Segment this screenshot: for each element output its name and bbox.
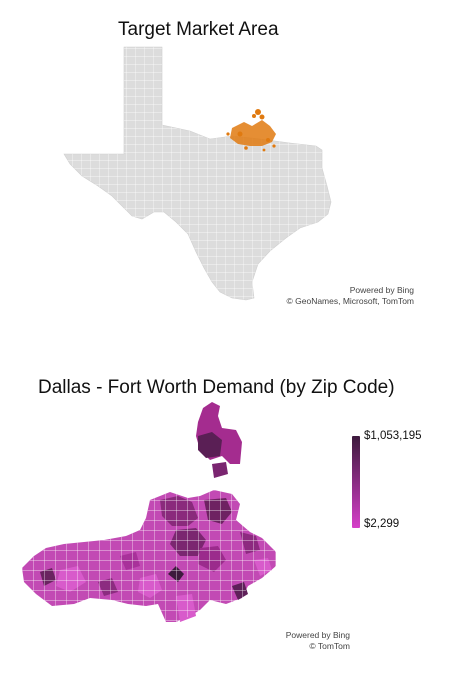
legend-min-label: $2,299 <box>364 518 400 530</box>
demand-legend-gradient <box>352 436 360 528</box>
zip-boundaries <box>22 490 276 622</box>
legend-max-label: $1,053,195 <box>364 430 422 442</box>
county-lines <box>64 47 331 300</box>
bottom-map-attribution: © TomTom <box>309 641 350 651</box>
target-market-highlight[interactable] <box>226 109 276 152</box>
bottom-map-powered-by: Powered by Bing <box>285 630 350 640</box>
target-market-title: Target Market Area <box>118 19 279 40</box>
texas-map[interactable] <box>0 0 452 330</box>
demand-map-title: Dallas - Fort Worth Demand (by Zip Code) <box>38 377 395 398</box>
top-map-attribution: © GeoNames, Microsoft, TomTom <box>286 296 415 306</box>
top-map-credits: Powered by Bing © GeoNames, Microsoft, T… <box>287 285 415 307</box>
target-market-map-panel: Target Market Area Powered by Bing © Geo… <box>0 0 452 330</box>
demand-map-panel: Dallas - Fort Worth Demand (by Zip Code) <box>0 360 452 691</box>
dfw-demand-map[interactable] <box>0 360 452 691</box>
top-map-powered-by: Powered by Bing <box>349 285 414 295</box>
north-zip-cluster[interactable] <box>196 402 242 478</box>
bottom-map-credits: Powered by Bing © TomTom <box>286 630 350 652</box>
